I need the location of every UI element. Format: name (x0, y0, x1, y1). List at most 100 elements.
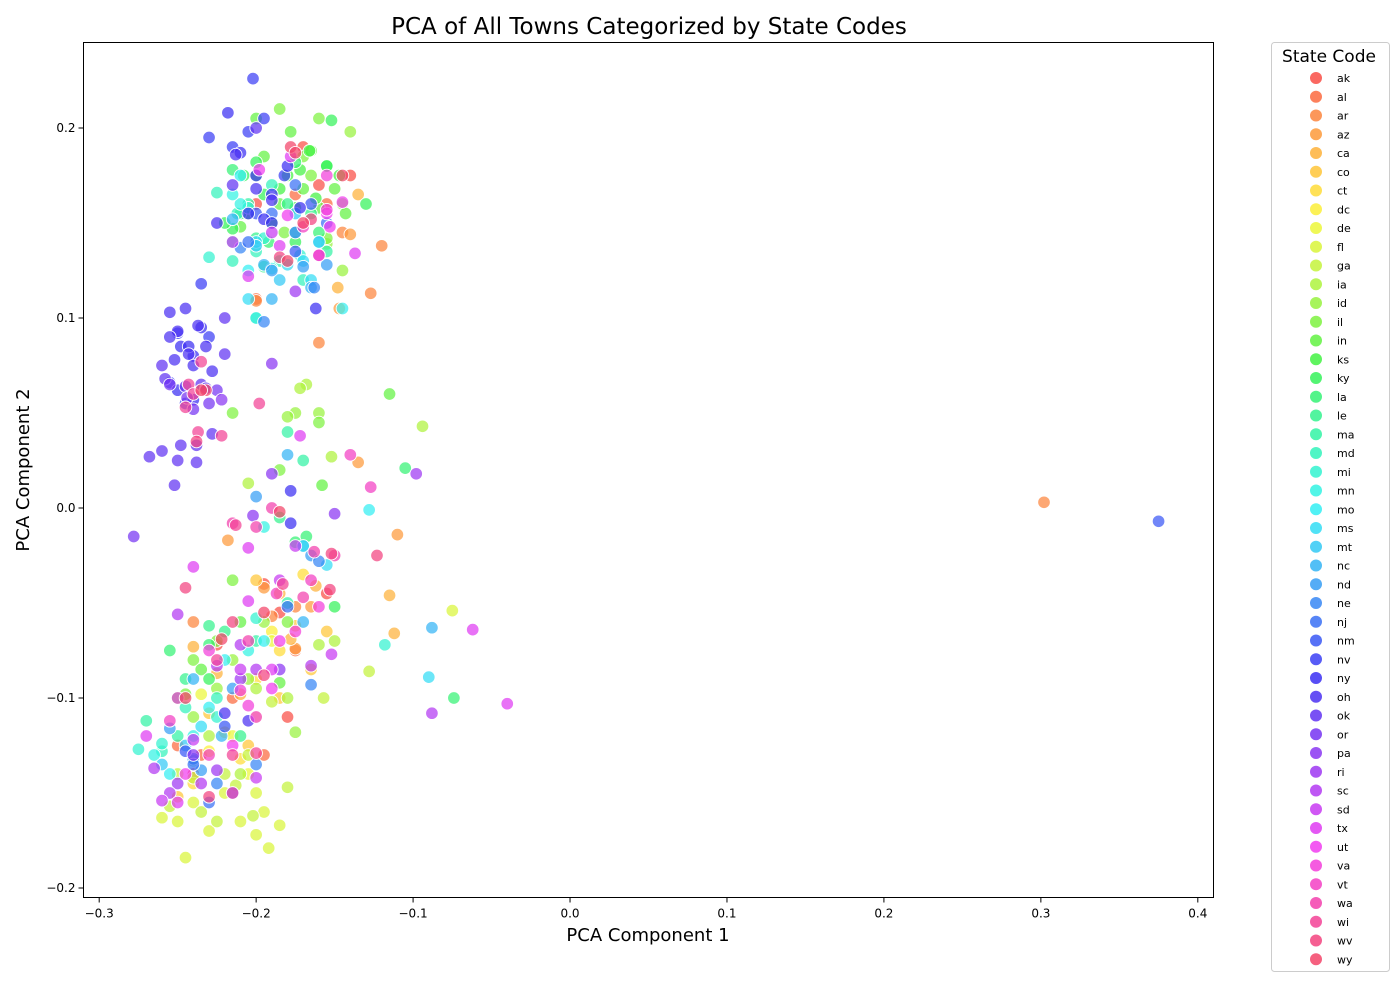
legend-label-nc: nc (1337, 560, 1350, 573)
point-ar (1037, 495, 1051, 510)
point-oh (228, 147, 243, 162)
point-mi (202, 250, 216, 264)
point-il (186, 653, 201, 667)
point-ri (288, 284, 303, 299)
point-ca (331, 280, 345, 295)
point-va (312, 600, 326, 614)
legend: State Code ak al ar az ca co ct dc de fl ga ia id il i… (1271, 42, 1390, 972)
point-md (210, 691, 224, 705)
point-mo (362, 503, 376, 517)
legend-marker-ca (1310, 147, 1322, 159)
point-mt (312, 235, 326, 249)
point-ia (293, 381, 307, 396)
legend-label-ut: ut (1337, 841, 1349, 854)
point-ny (221, 106, 235, 120)
point-tx (293, 429, 307, 443)
point-wi (210, 653, 224, 667)
point-sd (225, 235, 240, 249)
point-or (126, 529, 141, 544)
point-oh (265, 193, 279, 207)
point-in (283, 125, 298, 139)
point-nj (280, 600, 295, 614)
legend-marker-wy (1310, 953, 1322, 966)
point-ut (252, 163, 267, 177)
legend-label-wa: wa (1337, 897, 1353, 910)
point-tx (241, 541, 256, 555)
legend-label-va: va (1337, 860, 1350, 873)
point-ar (374, 239, 389, 253)
legend-label-ma: ma (1337, 428, 1354, 441)
point-sd (288, 539, 303, 553)
legend-marker-nj (1310, 615, 1322, 628)
point-ia (249, 681, 263, 696)
legend-label-al: al (1337, 91, 1347, 104)
point-sd (265, 225, 279, 240)
point-fl (170, 814, 185, 829)
point-ut (280, 208, 295, 223)
point-nc (225, 212, 240, 226)
point-va (202, 643, 216, 658)
point-ga (210, 814, 224, 829)
legend-label-ct: ct (1337, 185, 1348, 198)
point-tx (170, 795, 185, 810)
point-il (225, 406, 240, 420)
legend-marker-md (1310, 447, 1322, 459)
point-pa (214, 392, 229, 407)
point-wv (370, 548, 384, 563)
legend-marker-ia (1310, 278, 1322, 291)
legend-marker-nc (1310, 559, 1322, 572)
legend-label-mt: mt (1337, 541, 1353, 554)
point-id (280, 410, 295, 424)
point-nv (257, 111, 271, 126)
point-ca (351, 187, 365, 202)
point-le (202, 619, 216, 633)
point-wy (296, 216, 310, 230)
legend-marker-mo (1310, 503, 1322, 516)
point-nd (320, 258, 334, 272)
point-mi (131, 742, 146, 757)
point-id (343, 125, 358, 139)
point-wv (257, 668, 271, 682)
legend-marker-sd (1310, 803, 1322, 816)
point-il (304, 168, 318, 183)
point-wy (194, 383, 208, 397)
point-in (315, 478, 329, 492)
x-tick-label: 0.2 (874, 907, 893, 921)
point-tx (139, 729, 154, 743)
legend-marker-la (1310, 390, 1322, 403)
point-wa (296, 590, 310, 605)
legend-label-ks: ks (1337, 353, 1349, 366)
legend-marker-tx (1310, 822, 1322, 834)
point-wa (307, 544, 321, 559)
point-ut (272, 634, 287, 648)
point-oh (199, 339, 213, 354)
legend-marker-ct (1310, 184, 1322, 197)
legend-label-la: la (1337, 391, 1347, 404)
point-vt (269, 586, 284, 601)
point-ut (178, 767, 193, 781)
point-sd (324, 647, 339, 662)
point-md (225, 254, 240, 268)
legend-label-ca: ca (1337, 147, 1350, 160)
point-ia (233, 767, 248, 781)
point-sc (194, 776, 208, 791)
legend-label-sd: sd (1337, 803, 1350, 816)
x-tick-label: 0.1 (717, 907, 736, 921)
point-fl (249, 786, 263, 800)
legend-marker-nm (1310, 634, 1322, 647)
point-ms (422, 670, 436, 684)
legend-label-le: le (1337, 410, 1347, 423)
legend-marker-ak (1310, 72, 1322, 84)
point-la (398, 461, 412, 475)
x-tick-label: −0.2 (242, 907, 271, 921)
legend-label-co: co (1337, 166, 1350, 179)
point-sd (155, 793, 169, 808)
legend-frame (1271, 42, 1390, 972)
legend-marker-de (1310, 222, 1322, 234)
legend-marker-mi (1310, 465, 1322, 478)
point-ar (363, 286, 378, 301)
point-ia (324, 449, 339, 464)
legend-marker-sc (1310, 784, 1322, 797)
point-ok (249, 121, 263, 135)
point-oh (217, 706, 232, 720)
